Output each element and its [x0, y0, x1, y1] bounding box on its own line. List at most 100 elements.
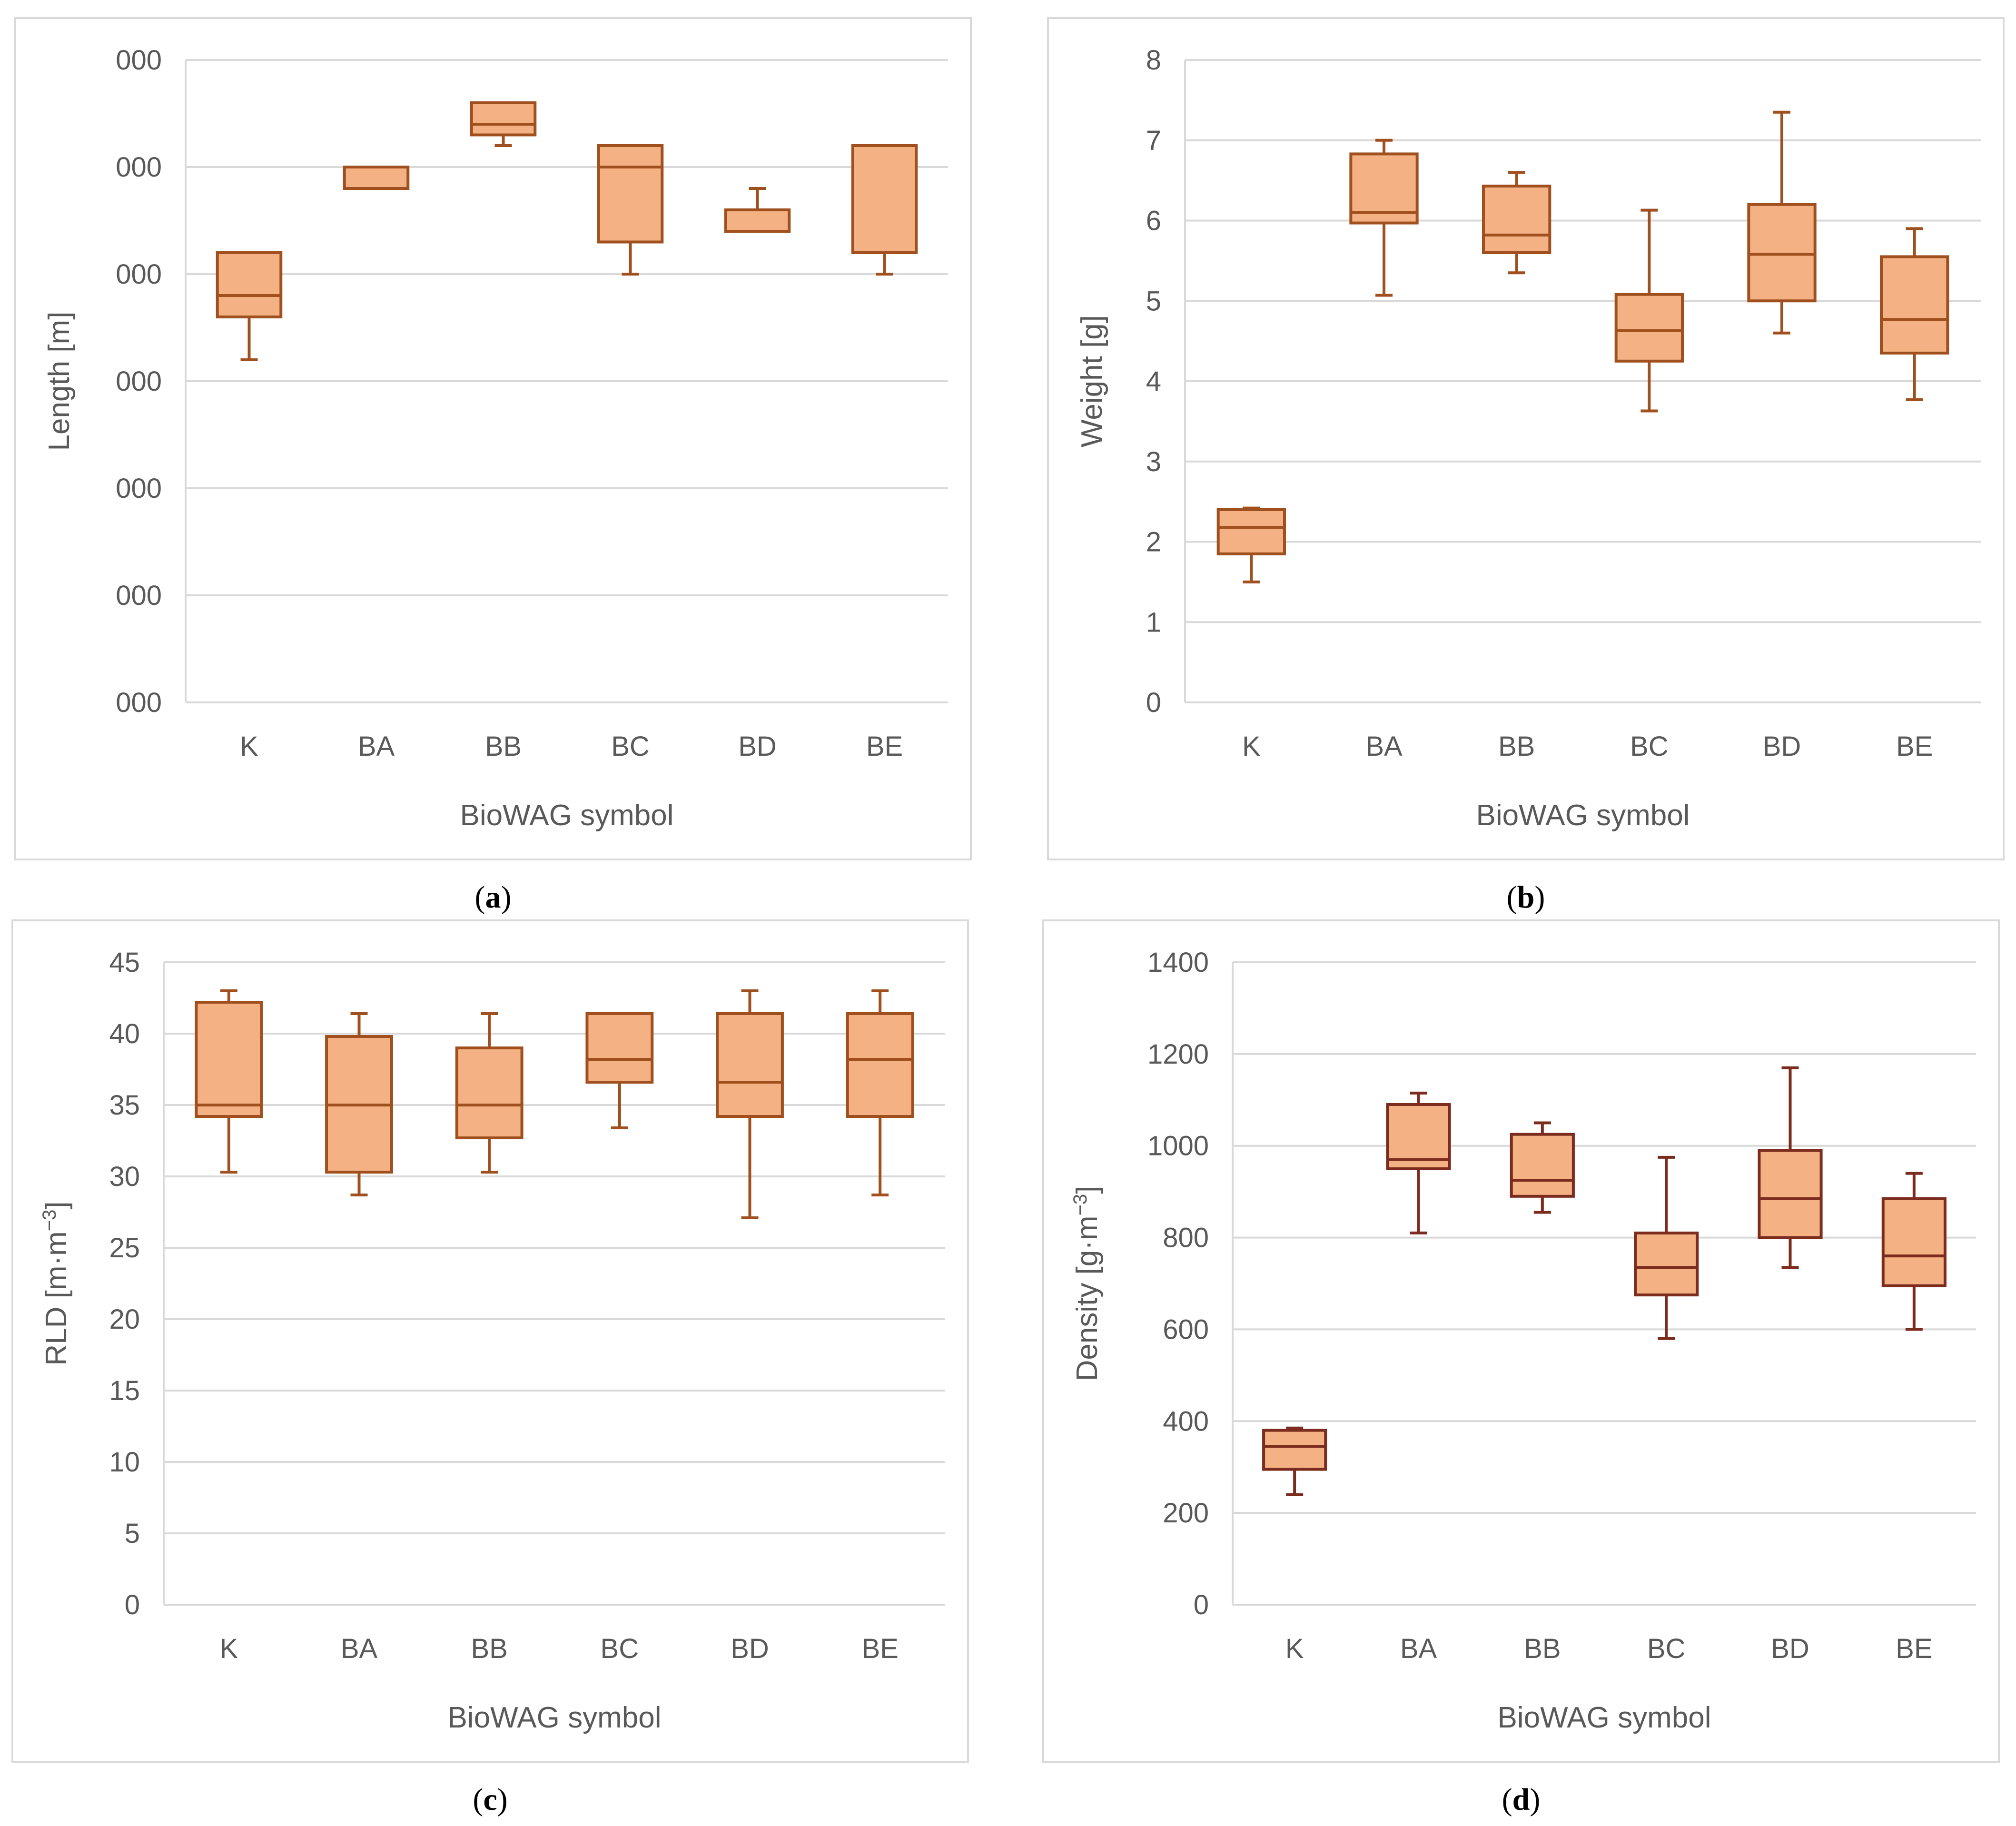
x-tick-label: BB [485, 731, 522, 762]
box-iqr [1747, 203, 1817, 303]
y-tick-label: 000 [116, 580, 162, 611]
box-iqr [1262, 1429, 1327, 1471]
y-tick-label: 000 [116, 687, 162, 718]
y-tick-label: 000 [116, 473, 162, 504]
box-ba [325, 1012, 393, 1196]
y-tick-label: 000 [116, 366, 162, 397]
y-tick-label: 4 [1146, 366, 1161, 397]
box-iqr [597, 144, 664, 244]
box-bc [1634, 1155, 1699, 1340]
box-iqr [585, 1012, 654, 1084]
x-tick-label: BD [731, 1633, 769, 1664]
box-plot-length: 000 000 000 000 000 000 000 K BA BB BC BD BE BioWAG s… [14, 17, 972, 860]
x-tick-label: BA [358, 731, 395, 762]
box-iqr [1634, 1231, 1699, 1297]
box-iqr [1880, 255, 1949, 355]
box-k [195, 989, 263, 1174]
box-iqr [195, 1001, 263, 1118]
box-bb [455, 1012, 524, 1174]
x-tick-label: BB [1524, 1633, 1561, 1664]
box-plot-weight: 0 1 2 3 4 5 6 7 8 K BA BB BC BD BE BioWAG symbol Weight … [1047, 17, 2005, 860]
chart-frame [14, 17, 972, 860]
x-tick-label: BC [601, 1633, 639, 1664]
y-tick-label: 600 [1163, 1314, 1209, 1345]
x-tick-label: BB [471, 1633, 507, 1664]
x-tick-label: BE [1896, 1633, 1932, 1664]
y-axis-label: Length [m] [43, 312, 76, 451]
x-tick-label: K [1242, 731, 1261, 762]
y-tick-label: 20 [109, 1304, 140, 1335]
x-tick-label: K [240, 731, 258, 762]
x-tick-label: BA [1365, 731, 1403, 762]
y-tick-label: 45 [109, 947, 140, 978]
y-tick-label: 7 [1146, 125, 1161, 156]
x-axis-label: BioWAG symbol [1497, 1701, 1711, 1734]
box-iqr [470, 101, 537, 137]
chart-panel-d: 0 200 400 600 800 1000 1200 1400 K BA BB BC BD BE BioW… [1042, 919, 2000, 1817]
y-tick-label: 1000 [1147, 1131, 1209, 1162]
y-tick-label: 2 [1146, 527, 1161, 558]
x-axis-label: BioWAG symbol [460, 799, 673, 832]
y-tick-label: 5 [125, 1518, 140, 1549]
chart-frame [1042, 919, 2000, 1763]
y-tick-label: 0 [1194, 1589, 1209, 1620]
box-iqr [851, 144, 918, 254]
box-iqr [1482, 184, 1552, 254]
y-tick-label: 30 [109, 1161, 140, 1192]
y-axis-label: Density [g·m−3] [1070, 1186, 1104, 1382]
y-tick-label: 1400 [1147, 947, 1209, 978]
box-k [216, 251, 283, 361]
box-iqr [1614, 293, 1684, 363]
box-bc [597, 144, 664, 276]
y-tick-label: 3 [1146, 446, 1161, 477]
y-tick-label: 0 [125, 1589, 140, 1620]
x-tick-label: BC [1647, 1633, 1686, 1664]
y-tick-label: 400 [1163, 1406, 1209, 1437]
y-tick-label: 200 [1163, 1498, 1209, 1529]
box-iqr [1881, 1197, 1947, 1287]
box-iqr [216, 251, 283, 318]
y-tick-label: 15 [109, 1375, 140, 1406]
box-iqr [1386, 1103, 1451, 1170]
y-tick-label: 5 [1146, 286, 1161, 316]
box-ba [343, 166, 410, 190]
panel-label-d: (d) [1502, 1782, 1541, 1817]
box-bd [1758, 1066, 1823, 1269]
y-tick-label: 40 [109, 1018, 140, 1049]
y-tick-label: 25 [109, 1233, 140, 1263]
box-be [1880, 227, 1949, 401]
x-tick-label: BE [866, 731, 903, 762]
y-tick-label: 1200 [1147, 1039, 1209, 1070]
chart-frame [1047, 17, 2005, 860]
box-iqr [1216, 508, 1286, 555]
x-tick-label: BC [1630, 731, 1669, 762]
box-iqr [846, 1012, 914, 1118]
box-iqr [716, 1012, 784, 1118]
y-tick-label: 000 [116, 259, 162, 290]
chart-panel-c: 0 5 10 15 20 25 30 35 40 45 K BA BB BC BD BE BioWAG symb… [11, 919, 969, 1817]
box-iqr [1758, 1149, 1823, 1239]
x-tick-label: BE [861, 1633, 898, 1664]
x-tick-label: BA [1400, 1633, 1437, 1664]
box-bd [724, 187, 791, 233]
panel-label-c: (c) [473, 1782, 508, 1817]
x-tick-label: BA [341, 1633, 378, 1664]
box-ba [1386, 1091, 1451, 1234]
box-bb [1510, 1121, 1575, 1214]
box-bb [1482, 171, 1552, 275]
x-tick-label: BD [1771, 1633, 1809, 1664]
x-tick-label: BD [738, 731, 777, 762]
box-be [851, 144, 918, 276]
x-tick-label: BD [1763, 731, 1801, 762]
box-iqr [343, 166, 410, 190]
y-axis-label: Weight [g] [1076, 315, 1108, 447]
y-tick-label: 35 [109, 1090, 140, 1121]
y-tick-label: 0 [1146, 687, 1161, 718]
box-plot-rld: 0 5 10 15 20 25 30 35 40 45 K BA BB BC BD BE BioWAG symb… [11, 919, 969, 1763]
box-bc [585, 1012, 654, 1129]
x-tick-label: BB [1498, 731, 1535, 762]
y-tick-label: 000 [116, 45, 162, 76]
y-axis-label: RLD [m·m−3] [39, 1201, 73, 1365]
y-tick-label: 800 [1163, 1223, 1209, 1254]
x-axis-label: BioWAG symbol [447, 1701, 661, 1734]
